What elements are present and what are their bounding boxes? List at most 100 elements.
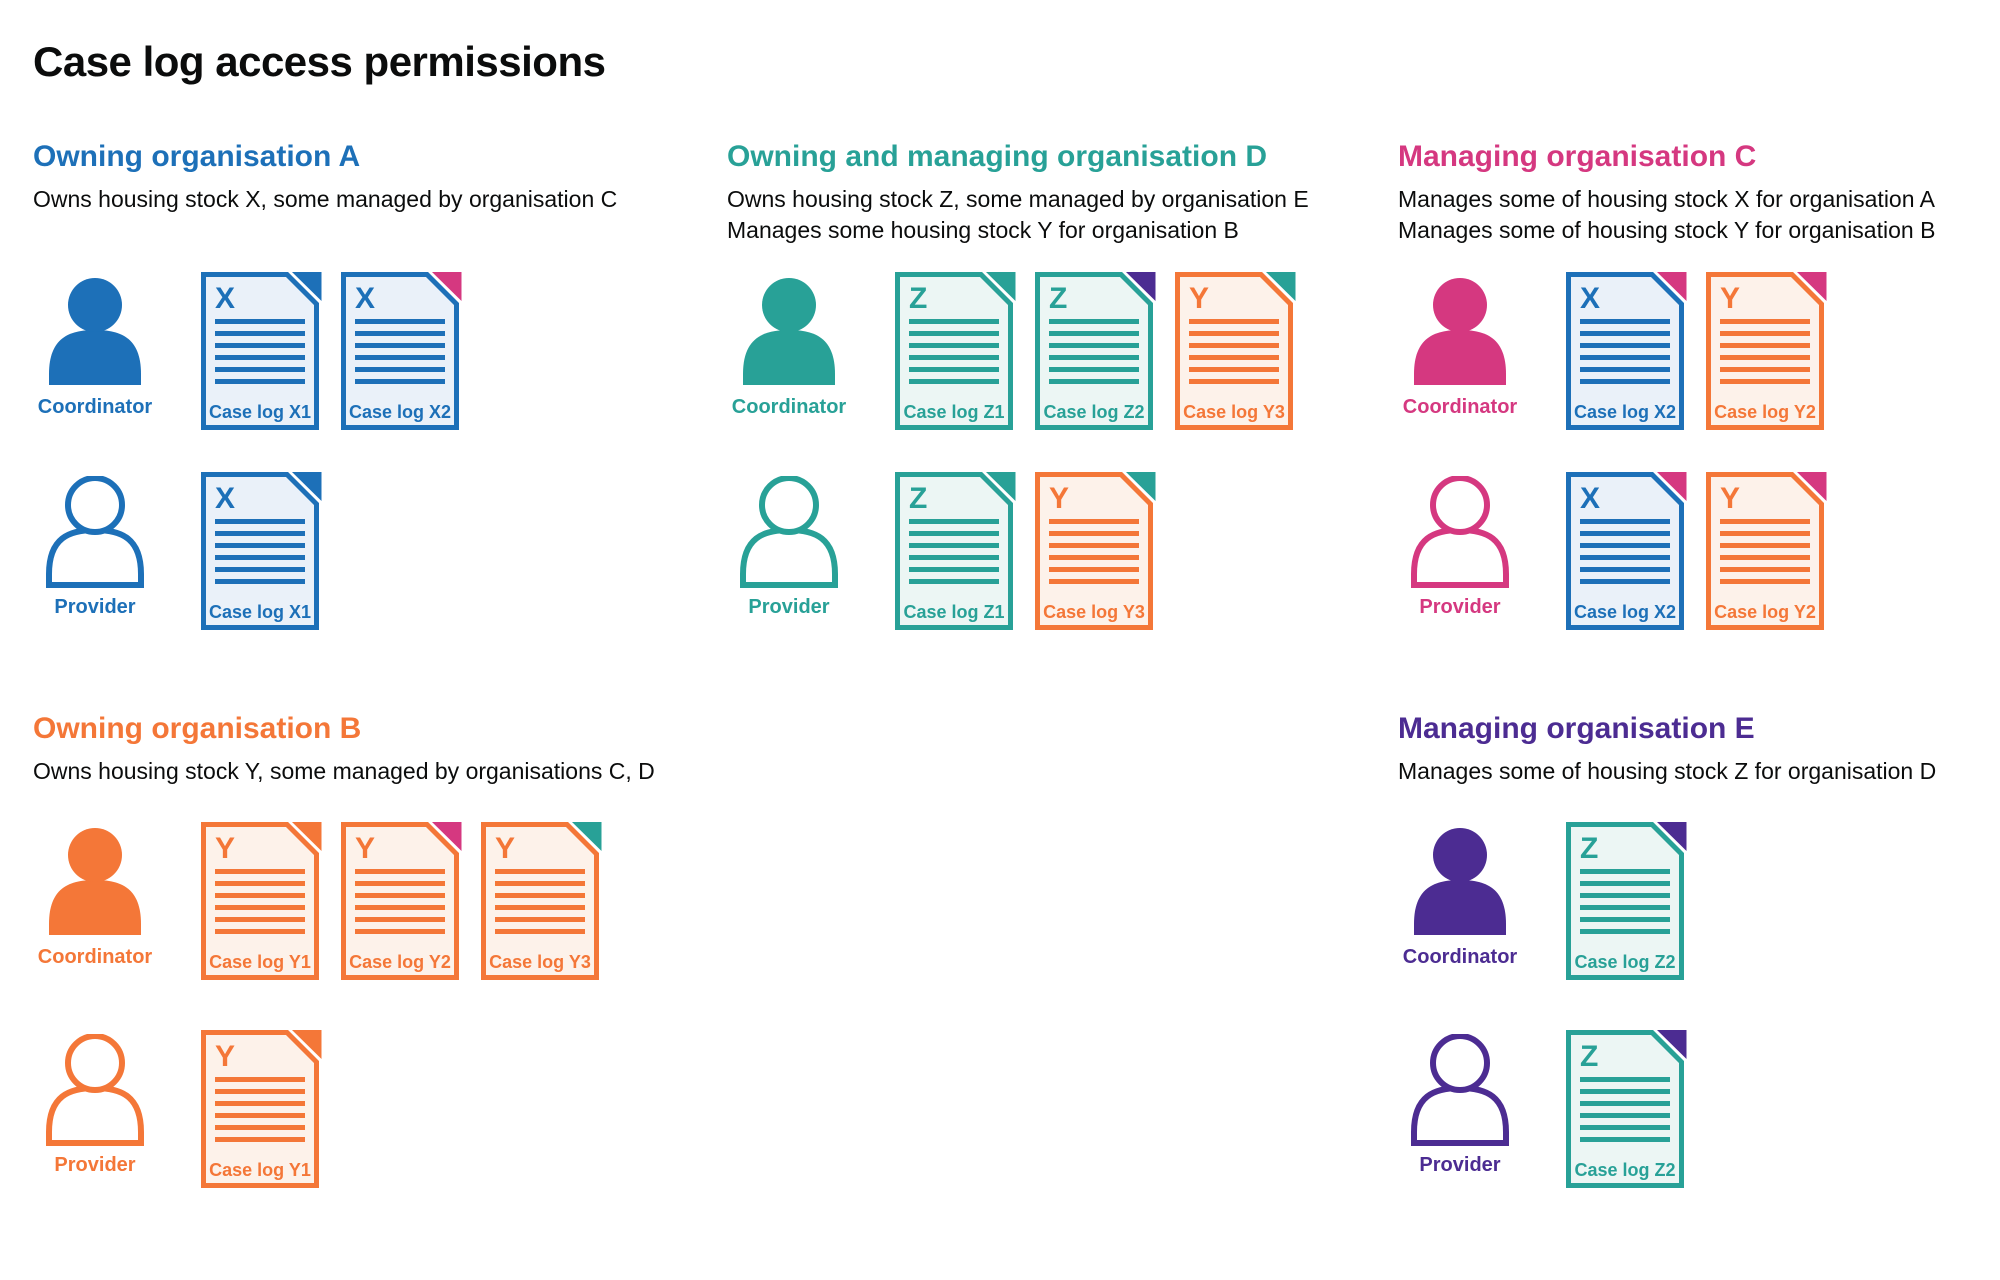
doc-stock-letter: Z [1580,832,1598,865]
doc-text-line [1049,567,1139,572]
doc-page [201,272,319,430]
description-line: Manages some of housing stock X for orga… [1398,186,1935,212]
case-log-doc: Z Case log Z1 [895,272,1016,430]
org-heading: Owning organisation B [33,712,362,745]
case-log-doc-icon: Z Case log Z2 [1035,272,1156,430]
doc-text-line [909,567,999,572]
folded-corner-icon [1657,1030,1687,1059]
org-heading: Owning and managing organisation D [727,140,1268,173]
case-log-doc-icon: Y Case log Y3 [481,822,602,980]
person-head [65,476,125,535]
description-line: Owns housing stock X, some managed by or… [33,186,618,212]
doc-text-line [909,343,999,348]
doc-label: Case log Z1 [903,402,1004,422]
doc-text-line [215,905,305,910]
doc-stock-letter: Z [1580,1040,1598,1073]
doc-stock-letter: Y [1720,282,1740,315]
doc-text-line [1189,379,1279,384]
role-label: Coordinator [37,946,153,968]
person-body [1411,1084,1509,1146]
doc-text-line [495,893,585,898]
folded-corner-icon [1797,272,1827,301]
doc-text-line [215,881,305,886]
case-log-docs: X Case log X2 Y Case log Y2 [1566,472,1827,630]
doc-label: Case log Y2 [1714,402,1816,422]
doc-stock-letter: X [215,282,235,315]
doc-label: Case log Y1 [209,1160,311,1180]
provider-figure: Provider [727,476,851,619]
doc-text-line [215,367,305,372]
person-body [49,880,141,935]
case-log-doc-icon: Y Case log Y3 [1035,472,1156,630]
doc-page [1566,472,1684,630]
case-log-doc: Z Case log Z2 [1035,272,1156,430]
doc-text-line [1580,567,1670,572]
doc-text-line [1580,1089,1670,1094]
doc-label: Case log X2 [1574,602,1676,622]
doc-stock-letter: X [355,282,375,315]
person-head [1433,828,1487,882]
doc-text-line [215,343,305,348]
folded-corner-icon [1266,272,1296,301]
doc-text-line [909,579,999,584]
doc-text-line [355,319,445,324]
folded-corner-icon [986,472,1016,501]
doc-text-line [1049,367,1139,372]
doc-text-line [215,355,305,360]
doc-text-line [1580,555,1670,560]
doc-text-line [355,929,445,934]
doc-text-line [1720,343,1810,348]
person-head [68,278,122,332]
doc-text-line [215,531,305,536]
case-log-doc: Y Case log Y2 [1706,272,1827,430]
doc-text-line [495,881,585,886]
doc-label: Case log Y3 [489,952,591,972]
doc-text-line [355,905,445,910]
doc-text-line [909,531,999,536]
org-section: Owning and managing organisation D Owns … [727,140,1387,630]
case-log-doc-icon: Z Case log Z2 [1566,1030,1687,1188]
doc-text-line [1580,1101,1670,1106]
folded-corner-icon [1797,472,1827,501]
provider-icon [1411,476,1509,588]
doc-text-line [355,331,445,336]
coordinator-figure: Coordinator [33,826,157,969]
doc-page [201,472,319,630]
doc-text-line [909,355,999,360]
doc-page [1566,1030,1684,1188]
doc-text-line [909,367,999,372]
doc-label: Case log X2 [1574,402,1676,422]
doc-text-line [215,893,305,898]
case-log-doc: Y Case log Y1 [201,1030,322,1188]
doc-page [1706,272,1824,430]
doc-label: Case log Z1 [903,602,1004,622]
doc-page [1566,822,1684,980]
case-log-doc-icon: Z Case log Z1 [895,272,1016,430]
doc-text-line [1580,1137,1670,1142]
case-log-doc: X Case log X1 [201,472,322,630]
doc-text-line [1720,519,1810,524]
doc-label: Case log X1 [209,402,311,422]
folded-corner-icon [1657,272,1687,301]
doc-text-line [355,355,445,360]
doc-stock-letter: Y [1720,482,1740,515]
role-label: Provider [54,1154,136,1176]
case-log-doc-icon: X Case log X1 [201,472,322,630]
doc-text-line [1580,917,1670,922]
person-body [46,1084,144,1146]
doc-text-line [215,1077,305,1082]
case-log-doc: Y Case log Y3 [481,822,602,980]
coordinator-figure: Coordinator [1398,826,1522,969]
provider-icon [46,1034,144,1146]
folded-corner-icon [292,272,322,301]
doc-page [1175,272,1293,430]
doc-text-line [1049,355,1139,360]
coordinator-icon [743,278,835,385]
folded-corner-icon [1126,272,1156,301]
org-section: Managing organisation E Manages some of … [1398,712,2000,1188]
folded-corner-icon [292,822,322,851]
doc-text-line [215,331,305,336]
doc-label: Case log Y3 [1043,602,1145,622]
doc-text-line [909,379,999,384]
person-head [65,1034,125,1093]
